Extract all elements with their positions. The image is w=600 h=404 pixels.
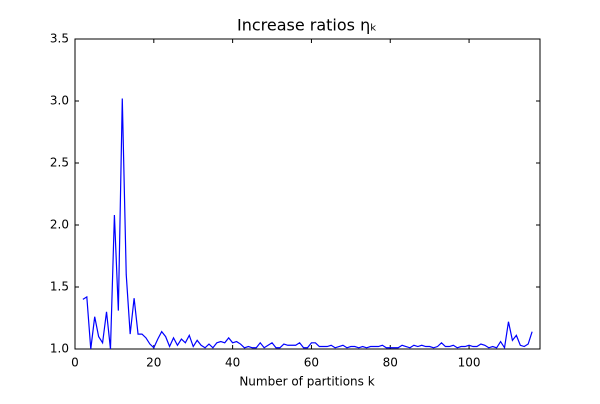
x-tick-label: 100 [458,356,481,370]
y-tick-label: 3.0 [50,94,69,108]
chart-title: Increase ratios ηₖ [237,16,377,35]
x-tick-label: 80 [383,356,398,370]
x-tick-label: 40 [225,356,240,370]
x-axis-label: Number of partitions k [239,375,374,389]
y-tick-label: 2.0 [50,218,69,232]
y-tick-label: 1.5 [50,280,69,294]
y-tick-label: 3.5 [50,32,69,46]
y-tick-label: 1.0 [50,342,69,356]
y-tick-label: 2.5 [50,156,69,170]
x-tick-label: 20 [146,356,161,370]
x-tick-label: 0 [71,356,79,370]
x-tick-label: 60 [304,356,319,370]
data-line [82,98,533,350]
plot-frame [74,38,541,350]
